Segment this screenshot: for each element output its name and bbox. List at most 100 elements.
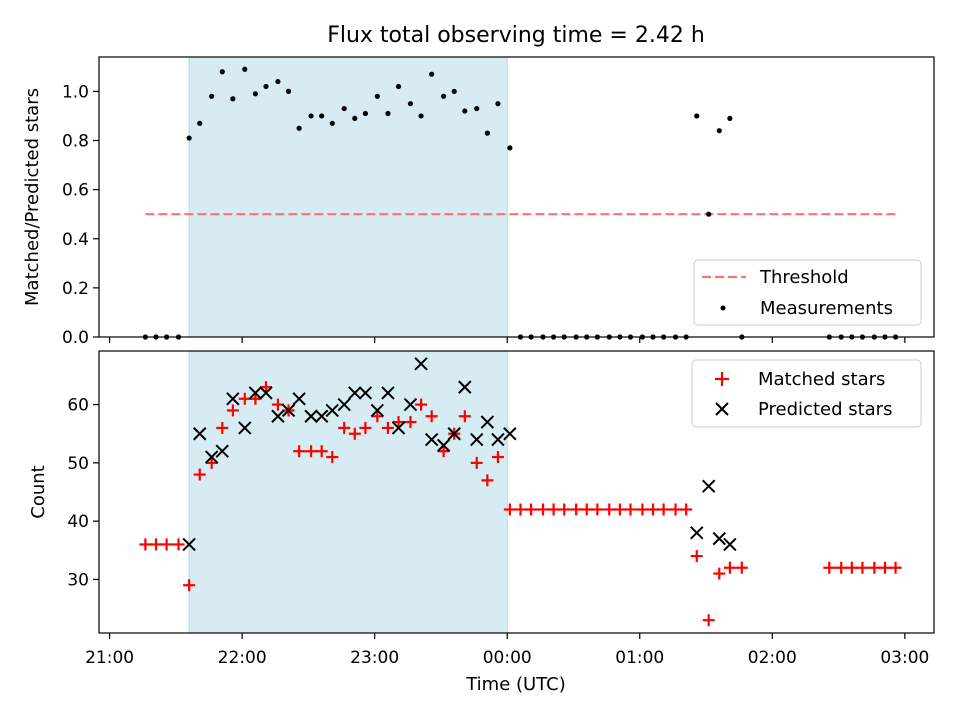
predicted-x-b [314,409,329,423]
measurements-legend-label: Measurements [760,298,893,319]
predicted-star-point [723,537,737,552]
predicted-x-b [458,380,472,394]
measurement-point [275,78,281,85]
predicted-star-point [436,438,451,453]
matched-star-point [458,410,471,423]
matched-star-point [690,550,703,563]
matched-star-point [702,614,715,627]
matched-star-point [183,579,196,592]
measurement-point [395,83,402,90]
matched-star-point [657,503,670,516]
predicted-star-point [238,421,252,435]
predicted-star-point [424,432,439,447]
predicted-star-point [391,421,406,435]
predicted-star-point [292,392,306,406]
measurement-point [451,88,457,94]
predicted-star-point [712,531,726,546]
predicted-x-b [723,537,737,552]
bottom-legend-box [691,359,922,428]
x-tick-label: 22:00 [218,648,267,668]
matched-legend-swatch [715,372,729,386]
observing-span-rect [189,57,508,337]
y-tick-label: 30 [67,570,89,590]
predicted-x-b [358,386,373,400]
matched-star-point [735,561,748,574]
measurement-point [329,120,335,126]
matched-star-point [359,421,372,434]
predicted-x-b [470,432,484,447]
matched-star-point [537,503,550,516]
predicted-x-b [414,357,428,371]
predicted-star-point [325,403,339,418]
x-tick-label: 01:00 [615,648,664,668]
matched-star-point [404,416,417,429]
matched-star-point [249,392,262,405]
matched-star-point [205,456,218,469]
y-tick-label: 1.0 [62,82,89,102]
matched-star-point [514,503,527,516]
predicted-stars-series [182,357,737,552]
matched-star-point [680,503,693,516]
measurement-point [429,71,435,77]
predicted-x-b [712,531,726,546]
predicted-x-b [391,421,406,435]
predicted-star-point [204,450,219,464]
matched-star-point [481,474,494,487]
measurement-point [507,145,513,151]
matched-star-point [172,538,185,551]
predicted-star-point [226,392,240,406]
matched-star-point [636,503,649,516]
predicted-star-point [193,427,207,441]
measurement-point [441,93,447,99]
matched-star-point [868,561,881,574]
top-shaded-span [188,57,508,337]
y-tick-label: 40 [67,512,89,532]
measurement-point [209,93,215,99]
bottom-plot-frame [98,350,935,634]
predicted-star-point [470,432,484,447]
matched-star-point [470,456,483,469]
predicted-star-point [414,357,428,371]
measurement-point [263,83,269,90]
matched-star-point [371,410,384,423]
predicted-star-point [690,526,704,540]
matched-star-point [305,445,318,458]
y-tick-label: 0.8 [62,132,89,152]
measurement-point [319,113,325,119]
matched-star-point [139,538,152,551]
matched-star-point [889,561,902,574]
predicted-x-b [226,392,240,406]
matched-star-point [580,503,593,516]
matched-star-point [216,421,229,434]
measurement-point [418,113,424,119]
matched-star-point [647,503,660,516]
predicted-x-b [281,403,296,418]
matched-star-point [845,561,858,574]
matched-star-point [525,503,538,516]
x-tick-label: 00:00 [483,648,532,668]
top-legend: Threshold Measurements [693,259,922,326]
matched-star-point [238,392,251,405]
matched-star-point [415,398,428,411]
predicted-legend-label: Predicted stars [758,399,892,420]
y-tick-label: 0.4 [62,230,89,250]
matched-star-point [613,503,626,516]
x-tick-label: 03:00 [880,648,929,668]
y-tick-label: 0.0 [62,328,89,348]
measurement-point [716,128,722,134]
matched-stars-series [139,381,902,627]
predicted-x-b [182,537,196,552]
predicted-star-point [215,444,229,458]
matched-star-point [713,567,726,580]
predicted-x-b [690,526,704,540]
predicted-star-point [304,409,318,423]
matched-star-point [723,561,736,574]
matched-star-point [591,503,604,516]
predicted-star-point [271,409,285,423]
matched-star-point [348,427,361,440]
predicted-x-b [701,479,716,493]
predicted-star-point [447,427,461,441]
matched-star-point [823,561,836,574]
matched-star-point [260,381,272,394]
matched-star-point [149,538,162,551]
